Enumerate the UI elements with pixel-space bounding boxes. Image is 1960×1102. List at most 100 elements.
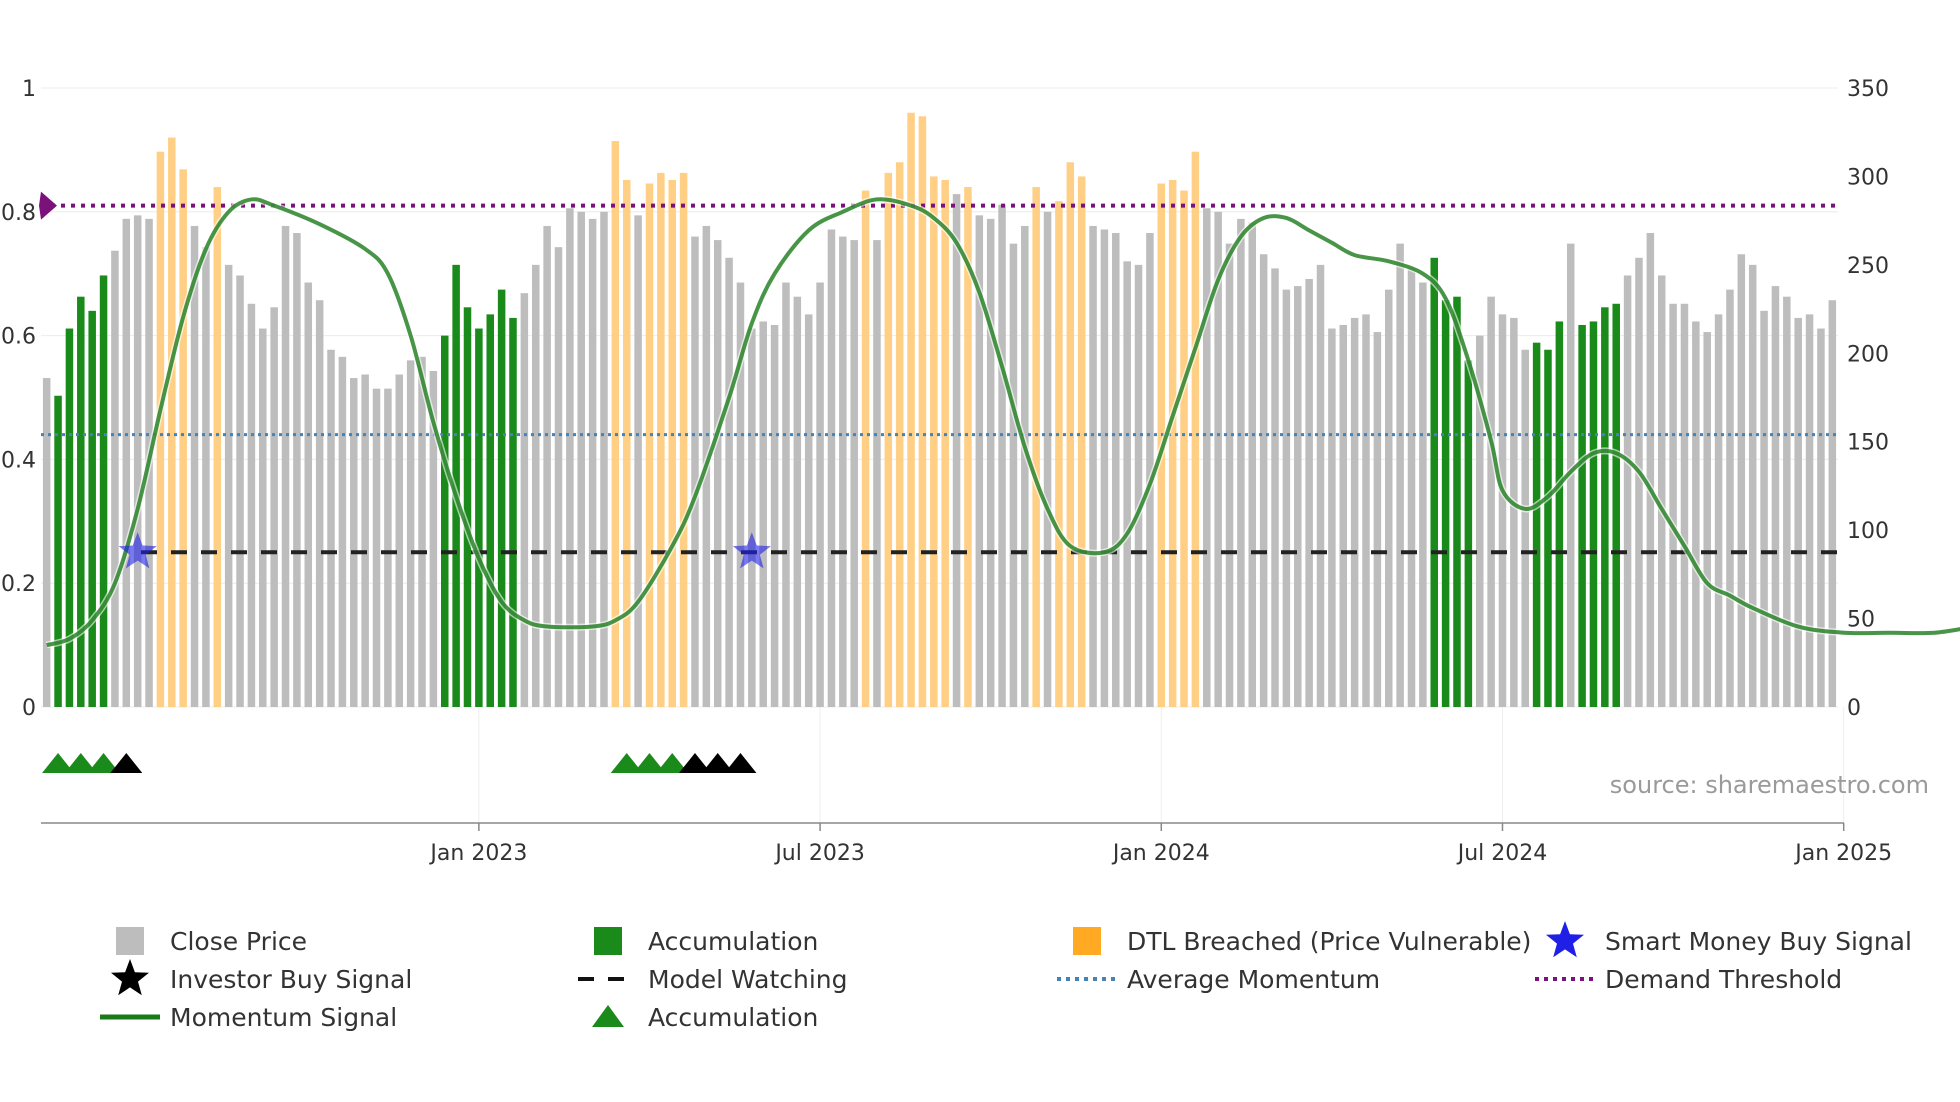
close-price-bar (304, 282, 313, 707)
accumulation-triangle-marker (656, 753, 689, 773)
close-price-bar (1510, 317, 1518, 707)
legend-item-accumulation-triangle: Accumulation (592, 1003, 818, 1032)
close-price-bar (1282, 289, 1291, 707)
legend-label: Investor Buy Signal (170, 965, 412, 994)
close-price-bar (259, 328, 267, 707)
legend-label: Model Watching (648, 965, 848, 994)
legend-item-investor-buy-signal: Investor Buy Signal (111, 959, 412, 996)
right-axis-tick-label: 300 (1847, 165, 1889, 190)
left-axis-tick-label: 1 (22, 77, 36, 102)
close-price-bar (793, 296, 802, 707)
accumulation-bar (54, 395, 62, 707)
close-price-bar (827, 229, 836, 707)
close-price-bar (1396, 243, 1404, 708)
close-price-bar (554, 247, 563, 707)
source-label: source: sharemaestro.com (1610, 771, 1929, 799)
dtl-breached-bar (907, 112, 915, 707)
legend-item-accumulation: Accumulation (594, 927, 818, 956)
close-price-bar (1657, 275, 1666, 707)
dtl-breached-bar (1077, 176, 1086, 707)
close-price-bar (725, 257, 733, 707)
close-price-bar (1635, 257, 1643, 707)
close-price-bar (748, 328, 756, 707)
accumulation-bar (441, 335, 449, 707)
accumulation-bar (1601, 307, 1609, 707)
dtl-breached-bar (679, 172, 688, 708)
accumulation-bar (1555, 321, 1564, 707)
legend-item-close-price: Close Price (116, 927, 307, 956)
legend-label: Momentum Signal (170, 1003, 397, 1032)
close-price-bar (122, 218, 131, 708)
dtl-breached-bar (1032, 187, 1040, 708)
close-price-bar (429, 370, 438, 707)
dtl-breached-bar (941, 179, 949, 708)
accumulation-bar (1544, 349, 1552, 707)
close-price-bar (952, 194, 961, 708)
close-price-bar (1339, 324, 1348, 707)
close-price-bar (1203, 208, 1211, 707)
close-price-bar (202, 247, 210, 707)
accumulation-triangle-marker (724, 753, 757, 773)
accumulation-bar (1589, 321, 1598, 707)
accumulation-bar (99, 275, 108, 707)
close-price-bar (1703, 332, 1711, 707)
dtl-breached-bar (657, 172, 665, 708)
accumulation-bar (1464, 360, 1473, 707)
dtl-breached-bar (179, 169, 187, 708)
legend-label: Demand Threshold (1605, 965, 1842, 994)
dtl-breached-bar (668, 179, 676, 708)
close-price-bar (1316, 264, 1325, 707)
close-price-bar (975, 215, 984, 707)
accumulation-bar (77, 296, 85, 707)
dtl-breached-bar (213, 187, 222, 708)
close-price-bar (1771, 286, 1780, 707)
right-axis-tick-label: 150 (1847, 431, 1889, 456)
accumulation-bar (463, 307, 472, 707)
close-price-bar (691, 236, 699, 707)
close-price-bar (1350, 317, 1359, 707)
accumulation-triangle-marker (678, 753, 711, 773)
close-price-bar (736, 282, 745, 707)
left-axis-tick-label: 0.2 (1, 572, 36, 597)
demand-threshold-marker (39, 191, 57, 220)
legend-item-dtl-breached: DTL Breached (Price Vulnerable) (1073, 927, 1531, 956)
dtl-breached-bar (645, 183, 654, 707)
close-price-bar (1259, 254, 1268, 707)
dtl-breached-bar (930, 176, 938, 707)
close-price-bar (1146, 233, 1154, 707)
legend-item-demand-threshold: Demand Threshold (1535, 965, 1842, 994)
close-price-bar (713, 240, 722, 707)
close-price-bar (770, 324, 779, 707)
right-axis-tick-label: 350 (1847, 77, 1889, 102)
accumulation-bar (1532, 342, 1541, 707)
accumulation-triangle-marker (610, 753, 643, 773)
close-price-bar (327, 349, 335, 707)
legend-item-smart-money-buy-signal: Smart Money Buy Signal (1546, 921, 1912, 958)
x-axis-tick-label: Jul 2024 (1456, 841, 1548, 866)
close-price-bar (520, 293, 529, 707)
accumulation-triangle-marker (110, 753, 143, 773)
close-price-bar (1009, 243, 1018, 708)
close-price-bar (1760, 310, 1768, 707)
close-price-bar (1726, 289, 1734, 707)
close-price-bar (566, 208, 574, 707)
legend-triangle-icon (592, 1005, 624, 1027)
close-price-bar (293, 233, 301, 707)
dtl-breached-bar (861, 190, 870, 707)
legend-label: Accumulation (648, 927, 818, 956)
dtl-breached-bar (1180, 190, 1188, 707)
close-price-bar (588, 218, 597, 708)
close-price-bar (224, 264, 233, 707)
close-price-bar (1362, 314, 1370, 707)
close-price-bar (1112, 233, 1120, 707)
accumulation-triangle-marker (87, 753, 120, 773)
close-price-bar (1305, 279, 1313, 707)
close-price-bar (1783, 296, 1791, 707)
close-price-bar (1646, 233, 1655, 707)
close-price-bar (1692, 321, 1700, 707)
close-price-bar (1737, 254, 1746, 707)
close-price-bar (839, 236, 847, 707)
close-price-bar (395, 374, 404, 707)
momentum-signal-line (46, 197, 1960, 648)
dtl-breached-bar (1168, 179, 1177, 708)
